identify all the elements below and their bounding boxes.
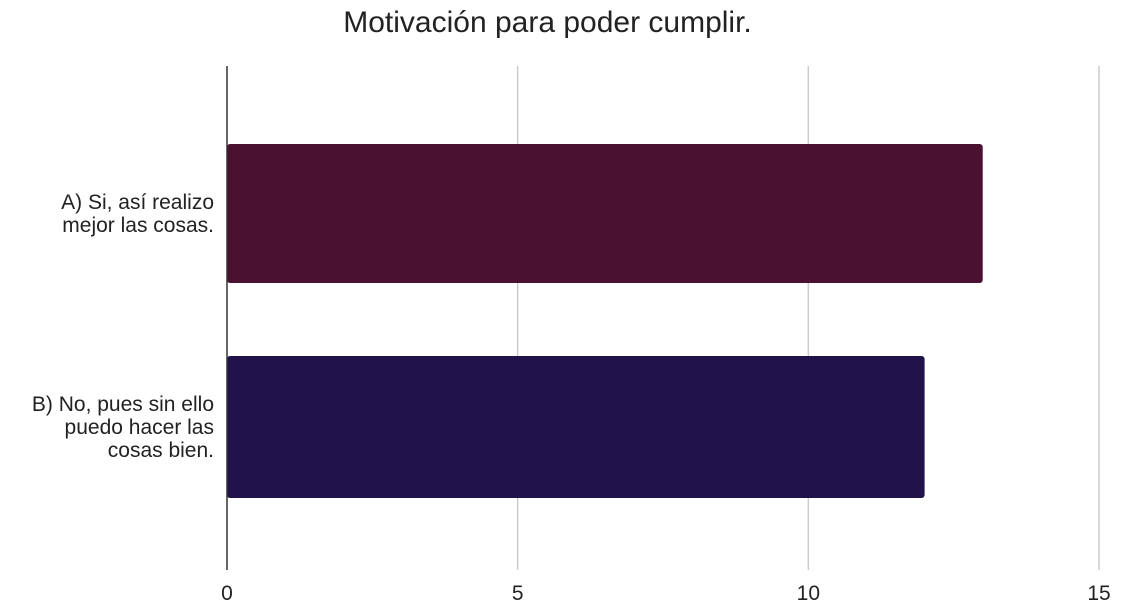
bar-2 [227,356,925,498]
bar-1 [227,144,983,283]
category-label-2: B) No, pues sin ello puedo hacer las cosas… [31,392,214,462]
chart-title: Motivación para poder cumplir. [343,6,752,39]
x-tick-label-5: 5 [511,582,524,605]
category-label-1: A) Si, así realizo mejor las cosas. [61,190,214,237]
x-tick-label-15: 15 [1087,582,1111,605]
x-tick-label-10: 10 [796,582,820,605]
x-tick-label-0: 0 [221,582,233,605]
